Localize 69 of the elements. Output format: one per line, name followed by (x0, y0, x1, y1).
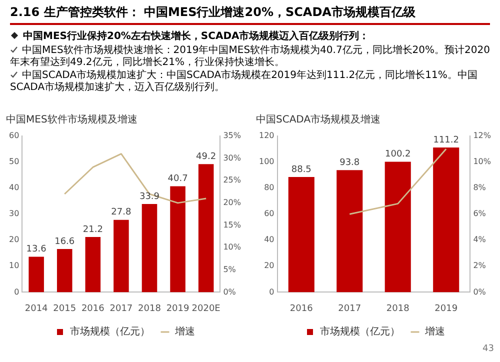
x-tick-label: 2018 (386, 304, 410, 314)
text: 中国SCADA市场规模加速扩大：中国SCADA市场规模在2019年达到111.2亿元，同比增长11%。中国SCADA市场规模加速扩大，迈入百亿级别行列。 (10, 70, 478, 94)
chart-title: 中国MES软件市场规模及增速 (6, 114, 138, 126)
text: 2.16 生产管控类软件： 中国MES行业增速20%，SCADA市场规模百亿级 (10, 4, 490, 25)
y2-tick-label: 15% (223, 220, 242, 230)
y-tick-label: 100 (258, 157, 274, 166)
x-tick-label: 2016 (81, 304, 105, 314)
y-tick-label: 10 (8, 261, 20, 270)
y-tick-label: 20 (264, 261, 274, 270)
data-label: 27.8 (111, 208, 132, 218)
y-tick-label: 120 (258, 131, 274, 140)
text: 中国MES行业保持20%左右快速增长，SCADA市场规模迈入百亿级别行列： (22, 29, 370, 43)
text: 43 (482, 344, 494, 354)
bar (85, 237, 101, 292)
x-tick-label: 2017 (110, 304, 133, 314)
data-label: 33.9 (139, 192, 160, 202)
y2-tick-label: 5% (223, 264, 236, 274)
y2-tick-label: 10% (473, 157, 492, 166)
y2-tick-label: 30% (223, 153, 242, 162)
data-label: 93.8 (340, 158, 360, 168)
y2-tick-label: 0% (473, 287, 486, 296)
data-label: 40.7 (168, 174, 188, 184)
x-tick-label: 2018 (138, 304, 162, 314)
y-tick-label: 40 (8, 183, 20, 192)
data-label: 100.2 (384, 150, 411, 160)
y-tick-label: 30 (8, 209, 20, 218)
y-tick-label: 50 (8, 157, 20, 166)
legend-label: 市场规模（亿元） (70, 326, 150, 338)
y-tick-label: 20 (8, 235, 20, 244)
bar (142, 204, 158, 292)
y-tick-label: 60 (8, 131, 20, 140)
y-tick-label: 40 (264, 235, 274, 244)
text: 中国MES软件市场规模快速增长：2019年中国MES软件市场规模为40.7亿元，同比增长20%。预计2020年末有望达到49.2亿元，同比增长21%，行业保持快速增长。 (10, 45, 490, 69)
x-tick-label: 2014 (24, 304, 48, 314)
chart-title: 中国SCADA市场规模及增速 (256, 114, 381, 126)
y2-tick-label: 25% (223, 176, 242, 185)
y2-tick-label: 35% (223, 131, 242, 140)
x-tick-label: 2019 (166, 304, 190, 314)
y2-tick-label: 12% (473, 131, 492, 140)
x-tick-label: 2019 (434, 304, 458, 314)
legend-label: 增速 (424, 326, 445, 338)
y2-tick-label: 0% (223, 287, 236, 296)
y2-tick-label: 6% (473, 209, 486, 218)
data-label: 111.2 (433, 135, 459, 146)
data-label: 13.6 (26, 244, 47, 255)
y2-tick-label: 2% (473, 261, 486, 270)
x-tick-label: 2017 (338, 304, 362, 314)
y2-tick-label: 20% (223, 198, 242, 208)
x-tick-label: 2015 (53, 304, 76, 314)
bar (170, 186, 186, 292)
legend-label: 市场规模（亿元） (320, 326, 400, 338)
y-tick-label: 0 (14, 287, 20, 296)
y2-tick-label: 10% (223, 242, 242, 252)
bar (56, 248, 72, 292)
data-label: 16.6 (54, 236, 75, 247)
x-tick-label: 2016 (290, 304, 314, 314)
y-tick-label: 80 (264, 183, 274, 192)
y-tick-label: 0 (269, 287, 274, 296)
data-label: 21.2 (82, 224, 103, 235)
bar (28, 256, 44, 292)
x-tick-label: 2020E (192, 304, 221, 314)
bar (114, 220, 129, 292)
legend-label: 增速 (174, 326, 195, 338)
y-tick-label: 60 (264, 209, 274, 218)
bar (198, 164, 214, 292)
data-label: 49.2 (196, 152, 216, 162)
y2-tick-label: 4% (473, 235, 486, 244)
y2-tick-label: 8% (473, 183, 486, 192)
data-label: 88.5 (291, 164, 312, 175)
